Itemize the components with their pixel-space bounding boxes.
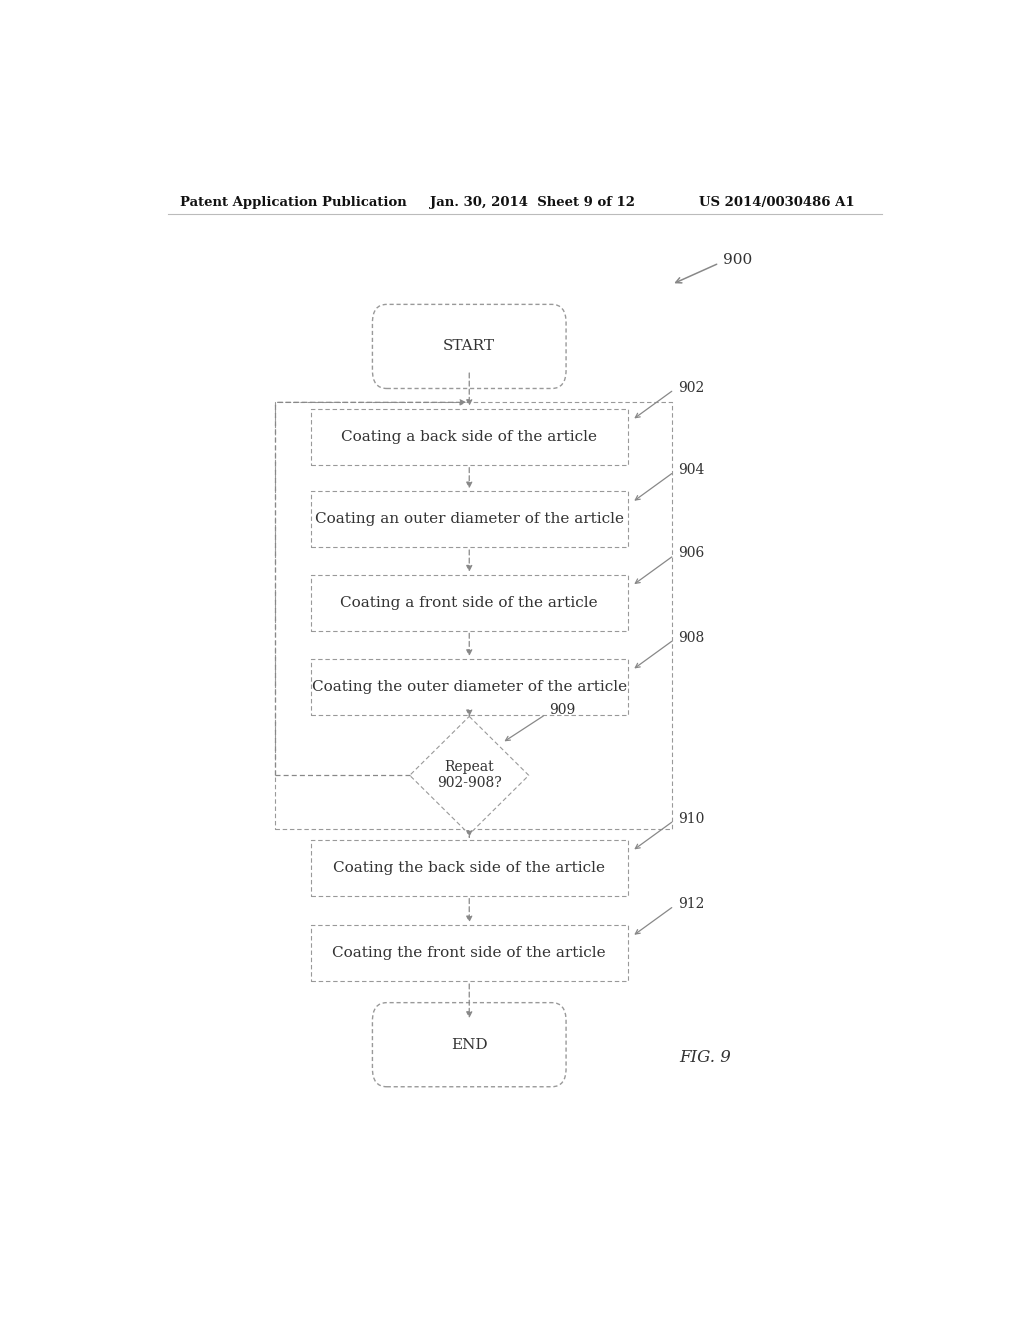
Text: 909: 909	[550, 704, 575, 717]
Text: 904: 904	[678, 463, 705, 477]
Text: Coating a back side of the article: Coating a back side of the article	[341, 430, 597, 444]
Text: Coating an outer diameter of the article: Coating an outer diameter of the article	[314, 512, 624, 527]
Text: 910: 910	[678, 812, 705, 825]
Text: US 2014/0030486 A1: US 2014/0030486 A1	[699, 195, 855, 209]
Text: Coating a front side of the article: Coating a front side of the article	[340, 595, 598, 610]
Text: Patent Application Publication: Patent Application Publication	[179, 195, 407, 209]
Text: 900: 900	[723, 253, 753, 267]
Text: Coating the front side of the article: Coating the front side of the article	[333, 946, 606, 960]
Bar	[310, 659, 628, 715]
Polygon shape	[410, 717, 528, 834]
FancyBboxPatch shape	[373, 1003, 566, 1086]
Bar	[310, 574, 628, 631]
Bar	[310, 925, 628, 981]
Bar	[310, 491, 628, 548]
Text: 912: 912	[678, 896, 705, 911]
Bar	[274, 403, 672, 829]
Bar	[310, 409, 628, 465]
FancyBboxPatch shape	[373, 305, 566, 388]
Text: 902: 902	[678, 380, 705, 395]
Bar	[310, 840, 628, 896]
Text: END: END	[451, 1038, 487, 1052]
Text: Repeat
902-908?: Repeat 902-908?	[437, 760, 502, 791]
Text: Coating the outer diameter of the article: Coating the outer diameter of the articl…	[311, 680, 627, 694]
Text: START: START	[443, 339, 496, 354]
Text: 908: 908	[678, 631, 705, 644]
Text: FIG. 9: FIG. 9	[680, 1049, 731, 1067]
Text: 906: 906	[678, 546, 705, 560]
Text: Jan. 30, 2014  Sheet 9 of 12: Jan. 30, 2014 Sheet 9 of 12	[430, 195, 635, 209]
Text: Coating the back side of the article: Coating the back side of the article	[333, 861, 605, 875]
